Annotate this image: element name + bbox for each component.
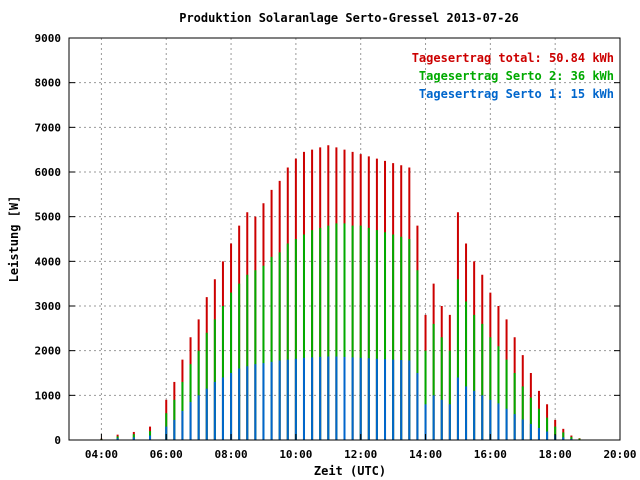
y-axis-label: Leistung [W] bbox=[7, 196, 21, 283]
legend-entry: Tagesertrag total: 50.84 kWh bbox=[412, 51, 614, 65]
y-tick-label: 7000 bbox=[35, 121, 62, 134]
y-tick-label: 8000 bbox=[35, 77, 62, 90]
x-axis-label: Zeit (UTC) bbox=[314, 464, 386, 478]
y-tick-label: 9000 bbox=[35, 32, 62, 45]
legend: Tagesertrag total: 50.84 kWh Tagesertrag … bbox=[412, 51, 614, 101]
x-tick-label: 20:00 bbox=[603, 448, 636, 461]
y-tick-label: 6000 bbox=[35, 166, 62, 179]
x-tick-label: 04:00 bbox=[85, 448, 118, 461]
x-tick-label: 16:00 bbox=[474, 448, 507, 461]
y-tick-label: 4000 bbox=[35, 255, 62, 268]
x-tick-label: 18:00 bbox=[539, 448, 572, 461]
plot-frame bbox=[68, 37, 621, 441]
y-tick-label: 0 bbox=[54, 434, 61, 447]
x-ticks: 04:00 06:00 08:00 10:00 12:00 14:00 16:00 18:00… bbox=[85, 434, 637, 461]
legend-entry: Tagesertrag Serto 2: 36 kWh bbox=[419, 69, 614, 83]
x-tick-label: 14:00 bbox=[409, 448, 442, 461]
y-tick-label: 5000 bbox=[35, 211, 62, 224]
legend-entry: Tagesertrag Serto 1: 15 kWh bbox=[419, 87, 614, 101]
x-tick-label: 10:00 bbox=[279, 448, 312, 461]
y-tick-label: 2000 bbox=[35, 345, 62, 358]
bars bbox=[100, 145, 589, 440]
y-tick-label: 1000 bbox=[35, 389, 62, 402]
x-tick-label: 12:00 bbox=[344, 448, 377, 461]
x-tick-label: 08:00 bbox=[214, 448, 247, 461]
x-tick-label: 06:00 bbox=[150, 448, 183, 461]
chart-title: Produktion Solaranlage Serto-Gressel 201… bbox=[179, 11, 519, 25]
y-ticks: 0 1000 2000 3000 4000 5000 6000 7000 8000 9000 bbox=[35, 32, 620, 447]
y-tick-label: 3000 bbox=[35, 300, 62, 313]
